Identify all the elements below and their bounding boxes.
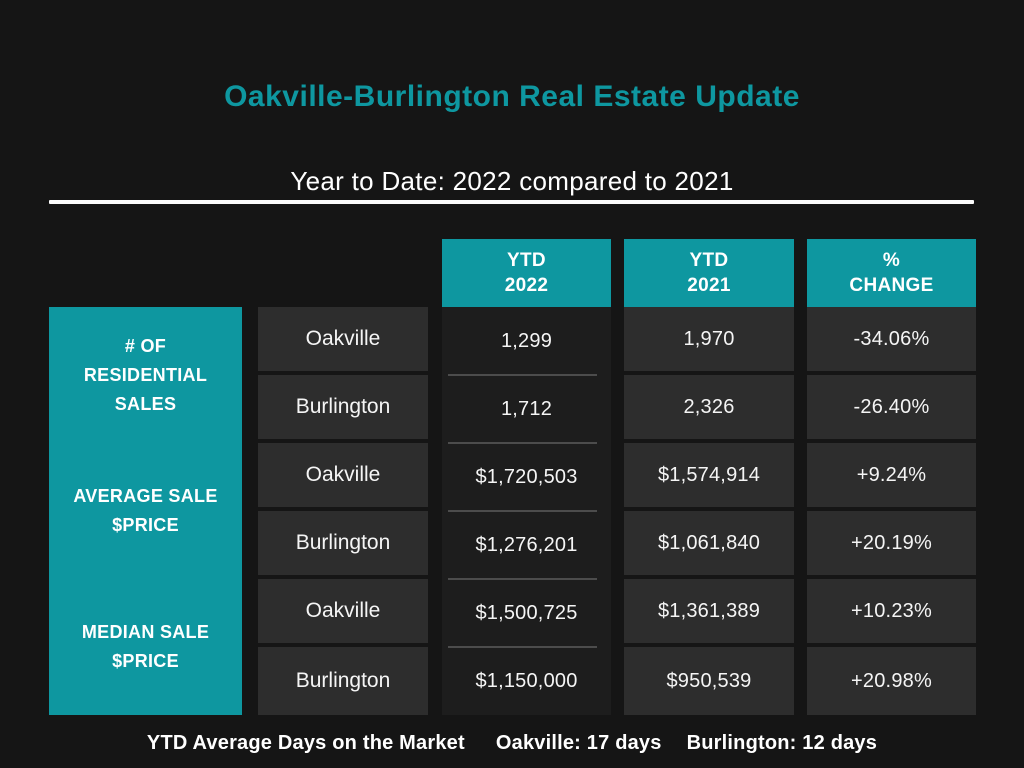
category-panel: # OF RESIDENTIAL SALES AVERAGE SALE $PRI… — [49, 307, 242, 715]
title-underline-rule — [49, 200, 974, 204]
data-cell-ytd2021: 2,326 — [624, 375, 794, 439]
row-divider — [448, 374, 597, 376]
footer-days-label: YTD Average Days on the Market — [146, 732, 465, 754]
row-divider — [448, 646, 597, 648]
row-divider — [448, 578, 597, 580]
city-column: Oakville Burlington Oakville Burlington … — [258, 307, 428, 715]
data-cell-ytd2021: 1,970 — [624, 307, 794, 371]
data-cell-change: +10.23% — [807, 579, 976, 643]
city-cell: Oakville — [258, 443, 428, 507]
column-header-line: YTD — [507, 250, 546, 271]
data-cell-change: -26.40% — [807, 375, 976, 439]
column-header-line: 2021 — [687, 275, 731, 296]
ytd-2021-column: 1,970 2,326 $1,574,914 $1,061,840 $1,361… — [624, 307, 794, 715]
data-cell-ytd2022: $1,500,725 — [475, 601, 578, 624]
data-cell-ytd2022: $1,720,503 — [475, 465, 578, 488]
data-cell-ytd2021: $1,574,914 — [624, 443, 794, 507]
data-cell-ytd2022: $1,276,201 — [475, 533, 578, 556]
footer: YTD Average Days on the Market Oakville:… — [0, 732, 1024, 755]
data-cell-ytd2021: $1,061,840 — [624, 511, 794, 575]
column-header-ytd-2022: YTD 2022 — [442, 239, 611, 307]
category-median-sale-price: MEDIAN SALE $PRICE — [81, 622, 210, 671]
column-header-line: CHANGE — [849, 275, 934, 296]
data-cell-ytd2021: $950,539 — [624, 647, 794, 715]
page-title: Oakville-Burlington Real Estate Update — [224, 80, 800, 113]
percent-change-column: -34.06% -26.40% +9.24% +20.19% +10.23% +… — [807, 307, 976, 715]
data-cell-ytd2022: $1,150,000 — [475, 669, 578, 692]
row-divider — [448, 510, 597, 512]
subtitle: Year to Date: 2022 compared to 2021 — [290, 166, 734, 196]
data-cell-change: +20.98% — [807, 647, 976, 715]
footer-oakville-days: Oakville: 17 days — [495, 732, 662, 754]
city-cell: Oakville — [258, 307, 428, 371]
city-cell: Burlington — [258, 511, 428, 575]
data-cell-ytd2022: 1,712 — [500, 397, 553, 420]
data-cell-ytd2021: $1,361,389 — [624, 579, 794, 643]
column-header-line: % — [882, 250, 901, 271]
category-residential-sales: # OF RESIDENTIAL SALES — [83, 335, 208, 414]
data-cell-change: +9.24% — [807, 443, 976, 507]
city-cell: Burlington — [258, 375, 428, 439]
column-header-percent-change: % CHANGE — [807, 239, 976, 307]
data-cell-change: -34.06% — [807, 307, 976, 371]
city-cell: Burlington — [258, 647, 428, 715]
column-header-ytd-2021: YTD 2021 — [624, 239, 794, 307]
row-divider — [448, 442, 597, 444]
data-cell-ytd2022: 1,299 — [500, 329, 553, 352]
column-header-line: YTD — [689, 250, 729, 271]
footer-burlington-days: Burlington: 12 days — [686, 732, 878, 754]
column-header-line: 2022 — [504, 275, 549, 296]
ytd-2022-column: 1,299 1,712 $1,720,503 $1,276,201 $1,500… — [442, 307, 611, 715]
data-cell-change: +20.19% — [807, 511, 976, 575]
city-cell: Oakville — [258, 579, 428, 643]
category-average-sale-price: AVERAGE SALE $PRICE — [73, 486, 218, 535]
